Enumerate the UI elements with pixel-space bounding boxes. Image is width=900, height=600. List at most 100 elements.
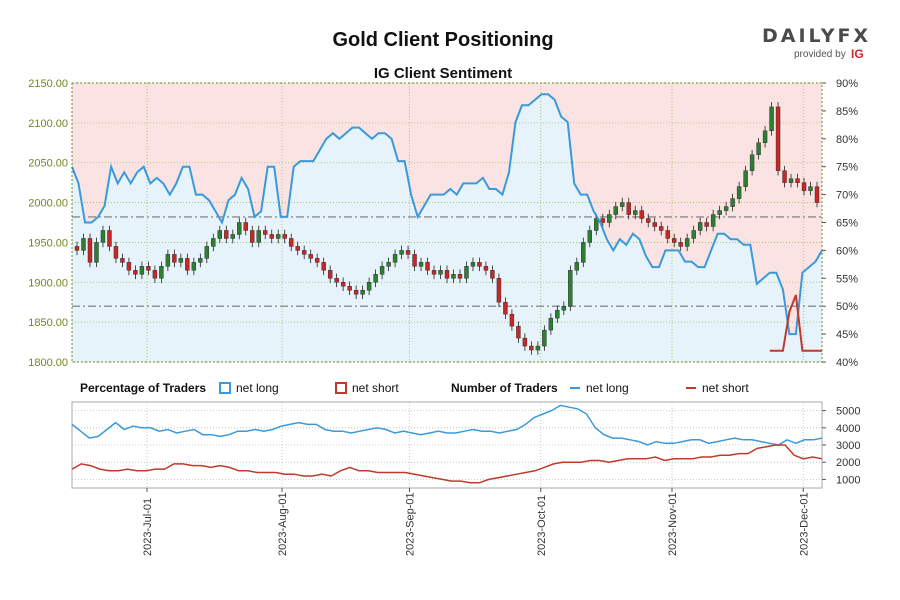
candle-body	[697, 222, 703, 231]
traders-net-short-line	[71, 444, 823, 484]
traders-tick-label: 2000	[836, 457, 860, 469]
date-tick-label: 2023-Oct-01	[536, 495, 548, 556]
candle-body	[613, 206, 618, 215]
logo-subtext: provided by	[794, 49, 846, 60]
net-long-area	[72, 94, 822, 362]
candle-body	[522, 337, 528, 347]
candle-body	[263, 230, 268, 235]
date-tick-label: 2023-Nov-01	[667, 492, 679, 556]
candle-body	[574, 262, 580, 271]
traders-axis: 5000 4000 3000 2000 1000	[822, 406, 860, 486]
candle-body	[749, 154, 755, 171]
legend-label-short: net short	[702, 381, 749, 395]
candle-body	[327, 270, 333, 279]
candle-body	[87, 238, 93, 263]
candle-body	[230, 234, 235, 239]
legend-label-short: net short	[352, 381, 399, 395]
candle-body	[723, 206, 729, 211]
candle-body	[665, 230, 670, 239]
candle-body	[431, 270, 437, 275]
candle-body	[301, 250, 307, 255]
candle-body	[308, 254, 313, 259]
candle-body	[321, 262, 326, 271]
candle-body	[412, 254, 417, 267]
price-tick-label: 1900.00	[28, 277, 68, 289]
main-plot: 2150.00 2100.00 2050.00 2000.00 1950.00 1900.…	[28, 78, 858, 369]
candle-body	[600, 218, 605, 223]
candle-body	[555, 309, 560, 319]
candle-body	[146, 266, 151, 271]
candle-body	[743, 170, 748, 187]
percent-tick-label: 90%	[836, 78, 858, 90]
candle-body	[451, 274, 456, 279]
date-tick-label: 2023-Jul-01	[142, 498, 154, 556]
candle-body	[535, 345, 541, 351]
legend-swatch-short	[335, 382, 347, 394]
candle-body	[152, 270, 158, 279]
net-short-line	[769, 294, 822, 352]
candle-body	[477, 262, 482, 267]
candle-body	[762, 130, 768, 143]
candle-body	[418, 262, 424, 267]
candle-body	[652, 222, 657, 227]
candle-body	[373, 274, 378, 283]
candle-body	[366, 282, 372, 291]
lower-grid	[72, 402, 822, 488]
candle-body	[113, 246, 119, 259]
candle-body	[808, 186, 813, 191]
candle-body	[269, 234, 274, 239]
candle-body	[289, 238, 294, 247]
candle-body	[204, 246, 210, 259]
price-tick-label: 1950.00	[28, 237, 68, 249]
candle-body	[399, 250, 404, 255]
candle-body	[788, 178, 794, 183]
candle-body	[211, 238, 216, 247]
candle-body	[814, 186, 820, 203]
candle-body	[347, 286, 352, 291]
candle-body	[386, 262, 391, 267]
candle-body	[587, 230, 593, 243]
price-tick-label: 2000.00	[28, 198, 68, 210]
percent-tick-label: 80%	[836, 134, 858, 146]
candle-body	[490, 270, 495, 279]
dailyfx-logo: DAILYFX provided by IG	[762, 25, 871, 61]
candle-body	[237, 222, 242, 235]
legend-label-long: net long	[236, 381, 279, 395]
candle-body	[568, 270, 573, 307]
candle-body	[107, 230, 112, 247]
candle-body	[120, 258, 125, 263]
candle-body	[620, 202, 625, 207]
candle-body	[178, 258, 184, 263]
candle-body	[334, 278, 339, 283]
candle-body	[756, 142, 761, 155]
candle-body	[159, 266, 164, 279]
candle-body	[646, 218, 651, 223]
candlestick-series	[74, 102, 820, 355]
net-long-line	[71, 93, 823, 336]
traders-plot: 5000 4000 3000 2000 1000 2023-Jul-01 2023-Aug…	[71, 401, 860, 556]
candle-body	[503, 302, 508, 315]
candle-body	[81, 238, 86, 251]
candle-body	[542, 329, 547, 347]
percent-tick-label: 60%	[836, 245, 858, 257]
candle-body	[659, 226, 664, 231]
percent-axis: 90% 85% 80% 75% 70% 65% 60% 55% 50% 45% 40%	[822, 78, 858, 369]
candle-body	[444, 270, 450, 279]
candle-body	[704, 222, 709, 227]
candle-body	[633, 210, 638, 215]
legend-label-long: net long	[586, 381, 629, 395]
candle-body	[172, 254, 177, 263]
candle-body	[736, 186, 742, 199]
candle-body	[626, 202, 631, 215]
candle-body	[126, 262, 132, 271]
candle-body	[730, 198, 735, 207]
candle-body	[671, 238, 677, 243]
candle-body	[529, 345, 534, 351]
candle-body	[561, 306, 567, 311]
chart-subtitle: IG Client Sentiment	[374, 65, 512, 82]
date-tick-label: 2023-Sep-01	[405, 492, 417, 556]
percent-tick-label: 65%	[836, 218, 858, 230]
logo-text: DAILYFX	[762, 25, 871, 47]
candle-body	[496, 278, 502, 303]
